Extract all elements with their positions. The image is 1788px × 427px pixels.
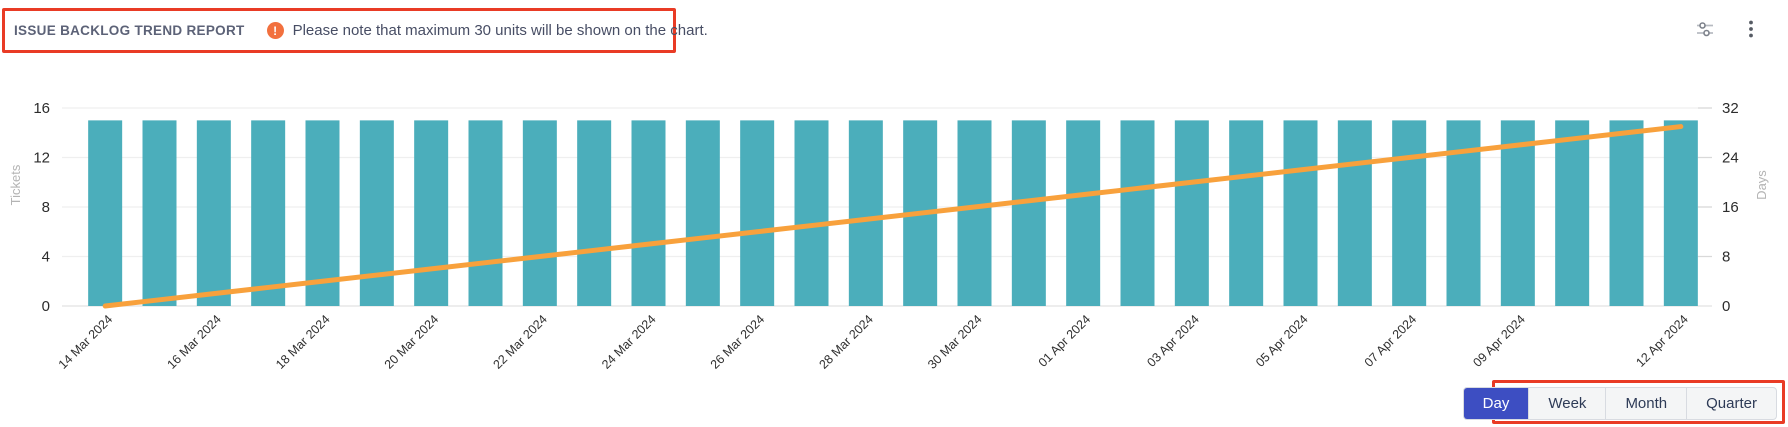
svg-text:0: 0 bbox=[42, 298, 50, 315]
report-note: Please note that maximum 30 units will b… bbox=[292, 22, 708, 39]
svg-text:32: 32 bbox=[1722, 100, 1739, 117]
svg-text:8: 8 bbox=[1722, 249, 1730, 266]
left-axis-tick-labels: 0 4 8 12 16 bbox=[33, 100, 50, 315]
svg-text:16: 16 bbox=[33, 100, 50, 117]
svg-text:26 Mar 2024: 26 Mar 2024 bbox=[708, 312, 768, 372]
svg-text:8: 8 bbox=[42, 199, 50, 216]
right-axis-tick-labels: 0 8 16 24 32 bbox=[1698, 100, 1739, 315]
svg-text:03 Apr 2024: 03 Apr 2024 bbox=[1144, 312, 1202, 370]
svg-text:30 Mar 2024: 30 Mar 2024 bbox=[925, 312, 985, 372]
svg-text:09 Apr 2024: 09 Apr 2024 bbox=[1470, 312, 1528, 370]
report-title: ISSUE BACKLOG TREND REPORT bbox=[14, 23, 245, 38]
chart-toolbar bbox=[1694, 18, 1762, 40]
svg-text:0: 0 bbox=[1722, 298, 1730, 315]
right-axis-title: Days bbox=[1754, 170, 1769, 200]
svg-text:24 Mar 2024: 24 Mar 2024 bbox=[599, 312, 659, 372]
report-header: ISSUE BACKLOG TREND REPORT ! Please note… bbox=[14, 8, 708, 53]
backlog-trend-chart: 0 4 8 12 16 0 8 16 24 32 14 Mar 2024 16 Mar 2024 18 … bbox=[8, 100, 1769, 372]
svg-text:28 Mar 2024: 28 Mar 2024 bbox=[816, 312, 876, 372]
period-button-day[interactable]: Day bbox=[1463, 388, 1529, 419]
filter-sliders-icon[interactable] bbox=[1694, 18, 1716, 40]
axis-titles: Tickets Days bbox=[8, 164, 1769, 205]
svg-text:4: 4 bbox=[42, 249, 50, 266]
svg-text:18 Mar 2024: 18 Mar 2024 bbox=[273, 312, 333, 372]
x-axis-date-labels: 14 Mar 2024 16 Mar 2024 18 Mar 2024 20 Mar … bbox=[56, 312, 1691, 372]
svg-text:01 Apr 2024: 01 Apr 2024 bbox=[1036, 312, 1094, 370]
svg-text:20 Mar 2024: 20 Mar 2024 bbox=[382, 312, 442, 372]
svg-text:12: 12 bbox=[33, 150, 50, 167]
svg-text:22 Mar 2024: 22 Mar 2024 bbox=[490, 312, 550, 372]
trend-line-days-series bbox=[102, 124, 1684, 309]
warning-icon: ! bbox=[266, 22, 284, 39]
svg-text:07 Apr 2024: 07 Apr 2024 bbox=[1362, 312, 1420, 370]
svg-text:24: 24 bbox=[1722, 150, 1739, 167]
more-options-kebab-icon[interactable] bbox=[1740, 18, 1762, 40]
svg-text:05 Apr 2024: 05 Apr 2024 bbox=[1253, 312, 1311, 370]
period-button-month[interactable]: Month bbox=[1605, 388, 1686, 419]
svg-text:16 Mar 2024: 16 Mar 2024 bbox=[164, 312, 224, 372]
period-button-week[interactable]: Week bbox=[1528, 388, 1605, 419]
left-axis-title: Tickets bbox=[8, 164, 23, 205]
period-toggle-group: Day Week Month Quarter bbox=[1462, 387, 1777, 420]
svg-text:12 Apr 2024: 12 Apr 2024 bbox=[1633, 312, 1691, 370]
svg-text:16: 16 bbox=[1722, 199, 1739, 216]
period-button-quarter[interactable]: Quarter bbox=[1686, 388, 1776, 419]
svg-text:14 Mar 2024: 14 Mar 2024 bbox=[56, 312, 116, 372]
